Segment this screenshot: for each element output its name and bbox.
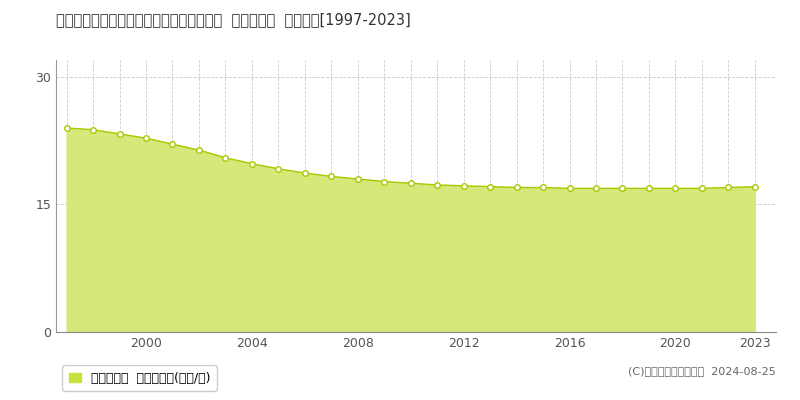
Legend: 基準地価格  平均坪単価(万円/坪): 基準地価格 平均坪単価(万円/坪) [62, 366, 217, 391]
Text: (C)土地価格ドットコム  2024-08-25: (C)土地価格ドットコム 2024-08-25 [628, 366, 776, 376]
Text: 愛知県豊橋市大清水町字大清水５８１番５  基準地価格  地価推移[1997-2023]: 愛知県豊橋市大清水町字大清水５８１番５ 基準地価格 地価推移[1997-2023… [56, 12, 410, 27]
